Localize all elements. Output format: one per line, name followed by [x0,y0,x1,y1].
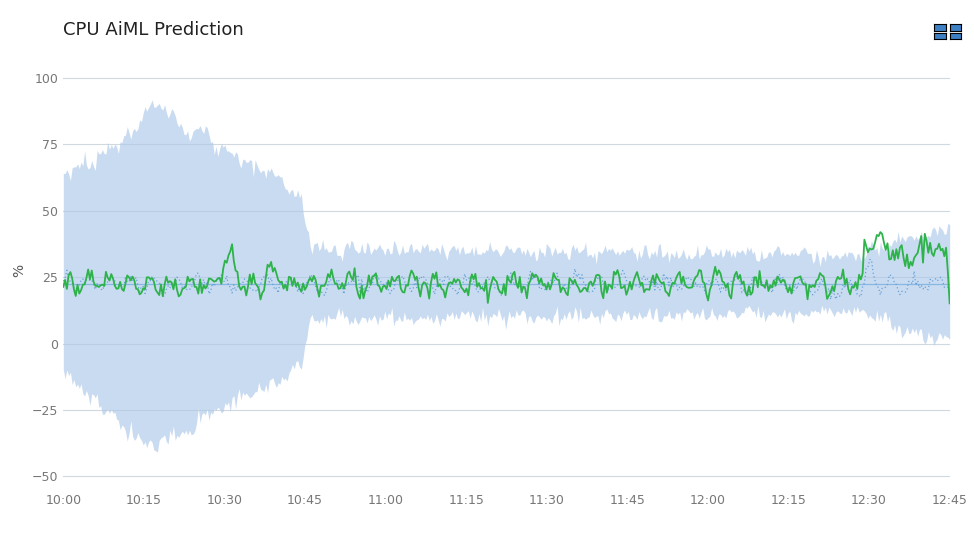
Y-axis label: %: % [13,264,26,277]
Text: CPU AiML Prediction: CPU AiML Prediction [63,21,244,39]
